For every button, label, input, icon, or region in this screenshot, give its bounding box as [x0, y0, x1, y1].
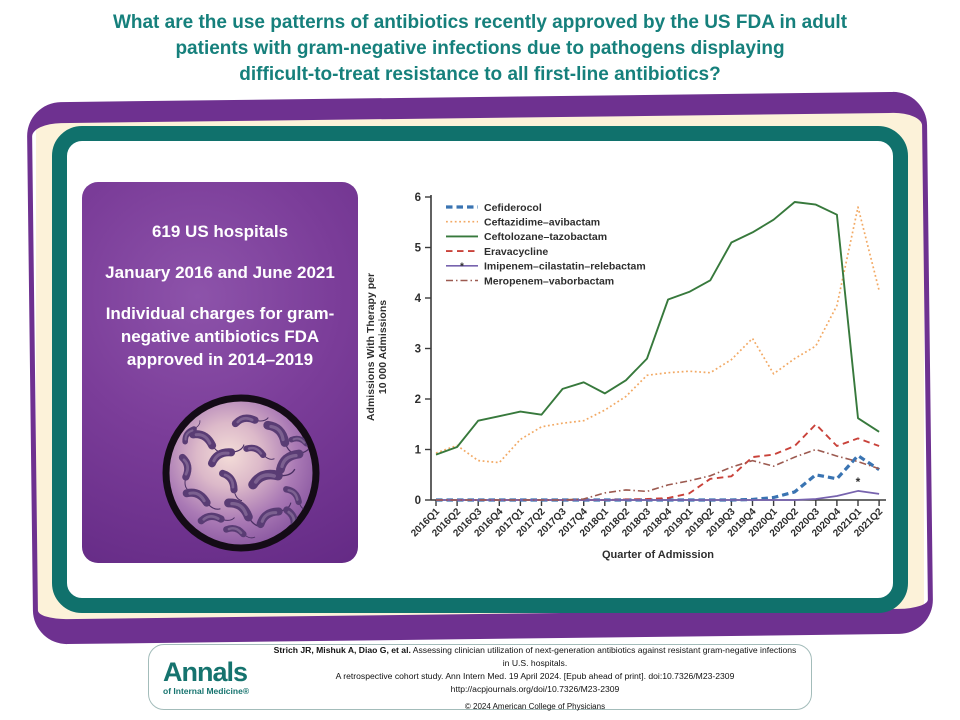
y-tick-label: 5 — [415, 243, 422, 255]
series-line-eravacycline — [436, 423, 880, 501]
study-fact-period: January 2016 and June 2021 — [105, 263, 335, 282]
legend-marker: * — [460, 261, 464, 272]
y-tick-label: 1 — [415, 445, 422, 457]
citation-line-2: A retrospective cohort study. Ann Intern… — [335, 670, 735, 681]
series-line-cefiderocol — [436, 454, 880, 502]
citation-title: Assessing clinician utilization of next-… — [410, 644, 797, 668]
series-line-ceftazidime-avibactam — [435, 206, 880, 464]
citation-line-1: Strich JR, Mishuk A, Diao G, et al. Asse… — [273, 644, 797, 670]
title-line-3: difficult-to-treat resistance to all fir… — [239, 64, 721, 85]
bacteria-illustration — [156, 388, 326, 558]
citation-link[interactable]: http://acpjournals.org/doi/10.7326/M23-2… — [450, 683, 620, 694]
citation-box: Annals of Internal Medicine® Strich JR, … — [148, 644, 812, 711]
title-line-1: What are the use patterns of antibiotics… — [112, 12, 848, 33]
y-axis-title: Admissions With Therapy per10 000 Admiss… — [365, 273, 389, 421]
study-summary-card: 619 US hospitals January 2016 and June 2… — [82, 182, 358, 563]
series-line-ceftolozane-tazobactam — [435, 201, 880, 456]
y-tick-label: 6 — [415, 192, 421, 204]
y-tick-label: 4 — [415, 293, 422, 305]
legend-label: Ceftazidime–avibactam — [484, 217, 600, 229]
legend-label: Eravacycline — [484, 246, 548, 258]
citation-text: Strich JR, Mishuk A, Diao G, et al. Asse… — [273, 644, 797, 711]
annals-logo: Annals of Internal Medicine® — [163, 656, 273, 696]
legend-label: Imipenem–cilastatin–relebactam — [484, 261, 646, 273]
admissions-line-chart: 0 1 2 3 4 5 6 2016Q1 2016Q2 2016Q3 2016Q4 2017Q1 201… — [358, 160, 898, 565]
y-tick-label: 0 — [415, 495, 421, 507]
y-tick-label: 3 — [415, 344, 421, 356]
page-title: What are the use patterns of antibiotics… — [0, 10, 960, 88]
legend-label: Cefiderocol — [484, 202, 542, 214]
y-tick-label: 2 — [415, 394, 421, 406]
study-fact-hospitals: 619 US hospitals — [151, 222, 289, 241]
annals-logo-title: Annals — [163, 656, 248, 687]
x-axis-title: Quarter of Admission — [602, 549, 714, 561]
annals-logo-subtitle: of Internal Medicine® — [163, 685, 250, 696]
citation-authors: Strich JR, Mishuk A, Diao G, et al. — [273, 644, 411, 655]
copyright-line: © 2024 American College of Physicians — [464, 701, 606, 711]
study-facts: 619 US hospitals January 2016 and June 2… — [82, 182, 358, 371]
series-line-meropenem-vaborbactam — [436, 448, 880, 501]
legend-label: Meropenem–vaborbactam — [484, 275, 614, 287]
title-line-2: patients with gram-negative infections d… — [175, 38, 785, 59]
legend-label: Ceftolozane–tazobactam — [484, 231, 607, 243]
chart-annotation-asterisk: * — [856, 475, 861, 489]
study-fact-charges: Individual charges for gram-negative ant… — [105, 304, 335, 369]
